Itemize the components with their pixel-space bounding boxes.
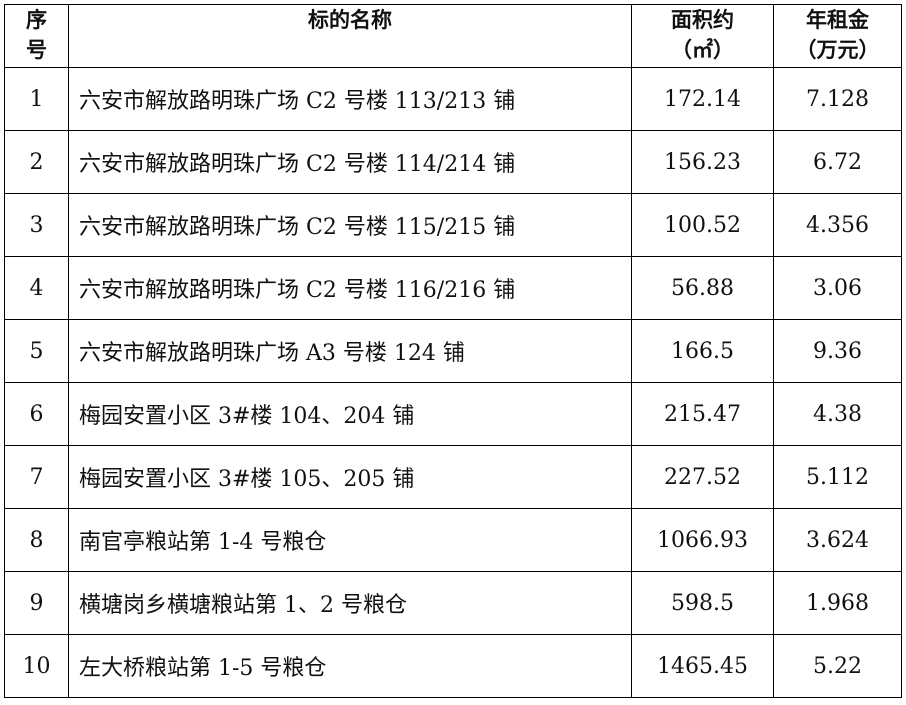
cell-name: 六安市解放路明珠广场 C2 号楼 113/213 铺 — [68, 67, 632, 131]
table-row: 7 梅园安置小区 3#楼 105、205 铺 227.52 5.112 — [4, 445, 902, 509]
cell-index: 9 — [4, 571, 69, 635]
cell-index: 3 — [4, 193, 69, 257]
cell-name: 六安市解放路明珠广场 C2 号楼 116/216 铺 — [68, 256, 632, 320]
cell-name: 南官亭粮站第 1-4 号粮仓 — [68, 508, 632, 572]
header-name: 标的名称 — [68, 4, 632, 68]
cell-index: 2 — [4, 130, 69, 194]
header-area: 面积约 （㎡） — [631, 4, 774, 68]
table-row: 9 横塘岗乡横塘粮站第 1、2 号粮仓 598.5 1.968 — [4, 571, 902, 635]
cell-name: 梅园安置小区 3#楼 104、204 铺 — [68, 382, 632, 446]
cell-index: 1 — [4, 67, 69, 131]
cell-area: 598.5 — [631, 571, 774, 635]
cell-name: 横塘岗乡横塘粮站第 1、2 号粮仓 — [68, 571, 632, 635]
cell-rent: 4.356 — [773, 193, 902, 257]
cell-index: 8 — [4, 508, 69, 572]
cell-name: 六安市解放路明珠广场 C2 号楼 114/214 铺 — [68, 130, 632, 194]
cell-area: 156.23 — [631, 130, 774, 194]
cell-area: 166.5 — [631, 319, 774, 383]
cell-area: 227.52 — [631, 445, 774, 509]
table-row: 3 六安市解放路明珠广场 C2 号楼 115/215 铺 100.52 4.356 — [4, 193, 902, 257]
cell-rent: 6.72 — [773, 130, 902, 194]
cell-area: 172.14 — [631, 67, 774, 131]
cell-area: 215.47 — [631, 382, 774, 446]
cell-name: 梅园安置小区 3#楼 105、205 铺 — [68, 445, 632, 509]
cell-index: 10 — [4, 634, 69, 698]
table-row: 8 南官亭粮站第 1-4 号粮仓 1066.93 3.624 — [4, 508, 902, 572]
cell-area: 1465.45 — [631, 634, 774, 698]
cell-rent: 7.128 — [773, 67, 902, 131]
cell-name: 六安市解放路明珠广场 A3 号楼 124 铺 — [68, 319, 632, 383]
table-row: 10 左大桥粮站第 1-5 号粮仓 1465.45 5.22 — [4, 634, 902, 698]
cell-name: 左大桥粮站第 1-5 号粮仓 — [68, 634, 632, 698]
cell-index: 7 — [4, 445, 69, 509]
cell-rent: 4.38 — [773, 382, 902, 446]
cell-index: 5 — [4, 319, 69, 383]
table-row: 6 梅园安置小区 3#楼 104、204 铺 215.47 4.38 — [4, 382, 902, 446]
cell-name: 六安市解放路明珠广场 C2 号楼 115/215 铺 — [68, 193, 632, 257]
table-row: 5 六安市解放路明珠广场 A3 号楼 124 铺 166.5 9.36 — [4, 319, 902, 383]
table-row: 2 六安市解放路明珠广场 C2 号楼 114/214 铺 156.23 6.72 — [4, 130, 902, 194]
table-row: 4 六安市解放路明珠广场 C2 号楼 116/216 铺 56.88 3.06 — [4, 256, 902, 320]
header-index: 序 号 — [4, 4, 69, 68]
cell-area: 56.88 — [631, 256, 774, 320]
cell-rent: 9.36 — [773, 319, 902, 383]
property-table: 序 号 标的名称 面积约 （㎡） 年租金 （万元） 1 六安市解放路明珠广场 C2… — [4, 4, 902, 698]
cell-rent: 5.22 — [773, 634, 902, 698]
table-row: 1 六安市解放路明珠广场 C2 号楼 113/213 铺 172.14 7.128 — [4, 67, 902, 131]
cell-rent: 3.06 — [773, 256, 902, 320]
header-rent: 年租金 （万元） — [773, 4, 902, 68]
cell-rent: 1.968 — [773, 571, 902, 635]
cell-index: 4 — [4, 256, 69, 320]
cell-index: 6 — [4, 382, 69, 446]
cell-area: 100.52 — [631, 193, 774, 257]
header-row: 序 号 标的名称 面积约 （㎡） 年租金 （万元） — [4, 4, 902, 68]
cell-area: 1066.93 — [631, 508, 774, 572]
cell-rent: 3.624 — [773, 508, 902, 572]
cell-rent: 5.112 — [773, 445, 902, 509]
